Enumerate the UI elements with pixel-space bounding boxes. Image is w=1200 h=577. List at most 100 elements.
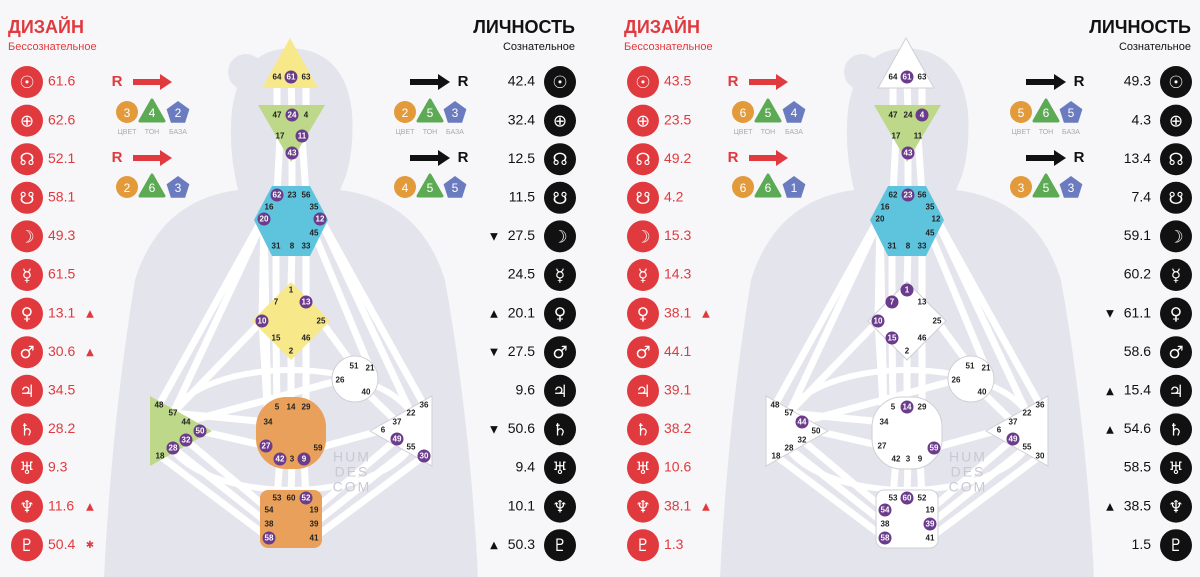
gate-activation [915,108,929,122]
variable-shape [754,173,782,198]
variable-label: ЦВЕТ [734,129,754,136]
gate-number: 17 [276,132,285,141]
planet-badge [544,374,576,407]
gate-number: 40 [978,388,987,397]
gate-number: 39 [310,520,319,529]
gate-number: 10 [258,317,267,326]
gate-number: 34 [880,418,889,427]
planet-badge [627,181,659,214]
throat-center [870,186,944,256]
variable-value: 2 [175,106,182,120]
planet-symbol: ♃ [1168,382,1183,402]
column-subtitle: Сознательное [503,41,575,53]
gate-number: 43 [904,149,913,158]
channel [772,452,889,542]
planet-badge [627,220,659,253]
gate-number: 55 [407,443,416,452]
planet-badge [627,104,659,137]
direction-mark: ▲ [1106,424,1114,435]
hair-bun [228,54,264,90]
planet-value: 52.1 [48,150,75,166]
head-center [262,38,318,88]
variable-label: БАЗА [446,129,464,136]
gate-number: 63 [918,73,927,82]
arrow-head [438,74,450,90]
planet-value: 38.1 [664,497,691,513]
gate-number: 19 [926,506,935,515]
arrow-label: R [458,149,469,166]
direction-mark: ▲ [702,309,710,320]
planet-value: 32.4 [508,111,535,127]
variable-shape [116,101,138,123]
gate-number: 21 [366,364,375,373]
planet-badge [627,259,659,291]
variable-shape [1032,98,1060,123]
planet-symbol: ☋ [19,189,34,209]
planet-badge [544,452,576,484]
planet-symbol: ♅ [635,459,650,479]
planet-value: 14.3 [664,266,691,282]
gate-activation [270,188,284,202]
variable-value: 3 [175,181,182,195]
gate-number: 58 [265,534,274,543]
variable-shape [443,176,467,198]
channel [314,426,387,452]
gate-activation [299,491,313,505]
planet-symbol: ♅ [552,459,567,479]
planet-value: 11.5 [509,189,535,205]
planet-value: 10.6 [664,459,691,475]
gate-number: 32 [182,436,191,445]
gate-number: 33 [918,242,927,251]
planet-symbol: ☊ [635,150,650,170]
planet-symbol: ♇ [1168,536,1183,556]
planet-symbol: ♂ [1168,343,1183,363]
variable-shape [138,173,166,198]
planet-value: 13.4 [1124,150,1151,166]
gate-number: 19 [310,506,319,515]
planet-symbol: ☊ [552,150,567,170]
arrow-head [1054,74,1066,90]
direction-mark: ▲ [1106,386,1114,397]
planet-symbol: ♂ [635,343,650,363]
channel [785,409,888,426]
gate-number: 37 [1009,418,1018,427]
planet-value: 50.3 [508,536,535,552]
channel [771,203,889,409]
arrow-label: R [728,73,739,90]
variable-shape [166,176,190,198]
planet-symbol: ⊕ [1169,112,1183,132]
variable-shape [138,98,166,123]
gate-activation [795,415,809,429]
gate-number: 22 [1023,409,1032,418]
planet-badge [1160,297,1192,330]
planet-symbol: ♂ [19,343,34,363]
gate-number: 4 [920,111,925,120]
gate-number: 64 [273,73,282,82]
channel [926,229,990,372]
gate-number: 7 [274,298,279,307]
planet-value: 39.1 [664,382,691,398]
variable-shape [782,101,806,123]
gate-activation [1006,432,1020,446]
planet-badge [627,452,659,484]
solar-center [368,395,433,467]
gate-activation [390,432,404,446]
gate-number: 38 [881,520,890,529]
gate-number: 50 [812,427,821,436]
planet-symbol: ☊ [19,150,34,170]
gate-number: 11 [298,132,307,141]
gate-number: 12 [932,215,941,224]
planet-value: 15.3 [664,227,691,243]
planet-value: 38.2 [664,420,691,436]
gate-activation [885,295,899,309]
planet-symbol: ♄ [552,420,567,440]
planet-value: 13.1 [48,304,75,320]
variable-value: 6 [740,181,747,195]
gate-activation [255,314,269,328]
planet-symbol: ♄ [1168,420,1183,440]
planet-value: 20.1 [508,304,535,320]
gate-number: 53 [889,494,898,503]
planet-value: 38.1 [664,304,691,320]
planet-value: 60.2 [1124,266,1151,282]
